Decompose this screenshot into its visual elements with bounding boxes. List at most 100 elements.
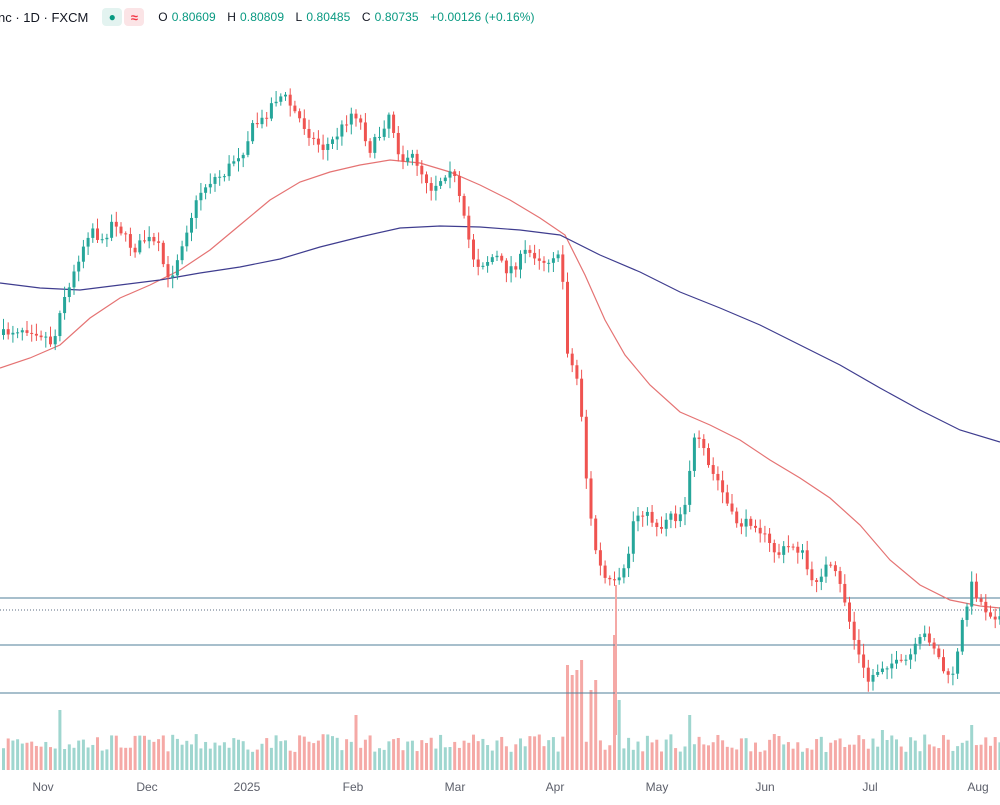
candle-body xyxy=(528,249,532,253)
candle-body xyxy=(486,261,490,266)
candle-body xyxy=(622,568,626,578)
volume-bar xyxy=(758,751,762,770)
volume-bar xyxy=(664,739,668,770)
volume-bar xyxy=(363,739,367,770)
candle-body xyxy=(923,633,927,638)
candle-body xyxy=(171,275,175,278)
candle-body xyxy=(866,667,870,682)
volume-bar xyxy=(265,738,269,770)
candle-body xyxy=(349,113,353,125)
volume-bar xyxy=(692,744,696,770)
candle-body xyxy=(542,260,546,263)
volume-bar xyxy=(274,735,278,770)
candle-body xyxy=(998,616,1000,620)
ohlc-low-label: L xyxy=(295,10,303,24)
volume-bar xyxy=(514,744,518,770)
candle-body xyxy=(199,192,203,201)
candle-body xyxy=(942,657,945,672)
candle-body xyxy=(566,281,569,354)
candle-body xyxy=(251,123,255,142)
volume-bar xyxy=(998,742,1000,770)
volume-bar xyxy=(730,747,734,770)
x-axis-tick-label: 2025 xyxy=(234,780,261,794)
candle-body xyxy=(838,571,842,584)
candle-body xyxy=(829,564,833,566)
volume-bar xyxy=(566,665,569,770)
candle-body xyxy=(650,511,654,523)
volume-bar xyxy=(838,738,842,770)
candle-body xyxy=(979,598,983,602)
volume-bar xyxy=(486,745,490,770)
volume-bar xyxy=(843,747,847,770)
ohlc-open-label: O xyxy=(158,10,168,24)
volume-bar xyxy=(495,740,499,770)
volume-bar xyxy=(453,741,457,770)
volume-bar xyxy=(735,749,739,770)
candle-body xyxy=(523,249,527,254)
volume-bar xyxy=(913,740,917,770)
candle-body xyxy=(848,602,851,622)
volume-bar xyxy=(429,737,433,770)
candle-body xyxy=(284,94,287,97)
volume-bar xyxy=(284,740,287,770)
volume-bar xyxy=(744,738,748,770)
candle-body xyxy=(843,583,847,603)
volume-bar xyxy=(378,748,381,770)
candle-body xyxy=(439,181,443,186)
candle-body xyxy=(584,416,588,479)
volume-bar xyxy=(528,736,532,770)
candle-body xyxy=(702,438,706,449)
volume-bar xyxy=(321,734,325,770)
candle-body xyxy=(462,195,466,216)
volume-bar xyxy=(81,739,85,770)
candle-body xyxy=(114,221,118,227)
candle-body xyxy=(636,515,640,522)
candle-body xyxy=(519,253,522,270)
volume-bar xyxy=(138,735,142,770)
market-status-icon[interactable]: ● xyxy=(102,8,123,26)
volume-bar xyxy=(401,750,405,770)
volume-bar xyxy=(457,747,461,770)
candle-body xyxy=(946,671,950,675)
volume-bar xyxy=(349,741,353,770)
volume-bar xyxy=(880,730,884,770)
candle-body xyxy=(645,511,649,516)
volume-bar xyxy=(25,742,29,770)
volume-bar xyxy=(937,748,941,770)
candle-body xyxy=(241,154,245,159)
ohlc-high: H 0.80809 xyxy=(227,10,288,24)
volume-bar xyxy=(848,744,851,770)
candle-body xyxy=(373,137,377,153)
candle-body xyxy=(918,637,922,644)
moving-averages xyxy=(0,159,1000,609)
candle-body xyxy=(608,577,612,580)
candle-body xyxy=(772,543,776,553)
candle-body xyxy=(791,546,795,548)
x-axis-tick-label: Jun xyxy=(755,780,774,794)
volume-bar xyxy=(147,739,151,770)
symbol-title[interactable]: nc · 1D · FXCM xyxy=(0,9,89,25)
wave-indicator-icon[interactable]: ≈ xyxy=(124,8,145,26)
ohlc-open-value: 0.80609 xyxy=(171,10,216,24)
volume-bar xyxy=(570,675,574,770)
volume-bar xyxy=(608,745,612,770)
candle-body xyxy=(378,136,381,138)
candle-body xyxy=(382,128,386,137)
volume-bar xyxy=(161,735,165,770)
volume-bar xyxy=(984,737,988,770)
candle-body xyxy=(227,163,231,177)
candle-body xyxy=(166,264,170,278)
volume-bar xyxy=(199,748,203,770)
volume-bar xyxy=(208,748,212,770)
candle-body xyxy=(194,200,198,218)
candle-body xyxy=(833,565,837,572)
candle-body xyxy=(279,96,283,102)
candle-body xyxy=(575,365,579,379)
volume-bar xyxy=(72,747,76,770)
candle-body xyxy=(707,448,710,466)
candle-body xyxy=(44,336,48,338)
candle-body xyxy=(96,228,99,240)
volume-bar xyxy=(580,660,584,770)
